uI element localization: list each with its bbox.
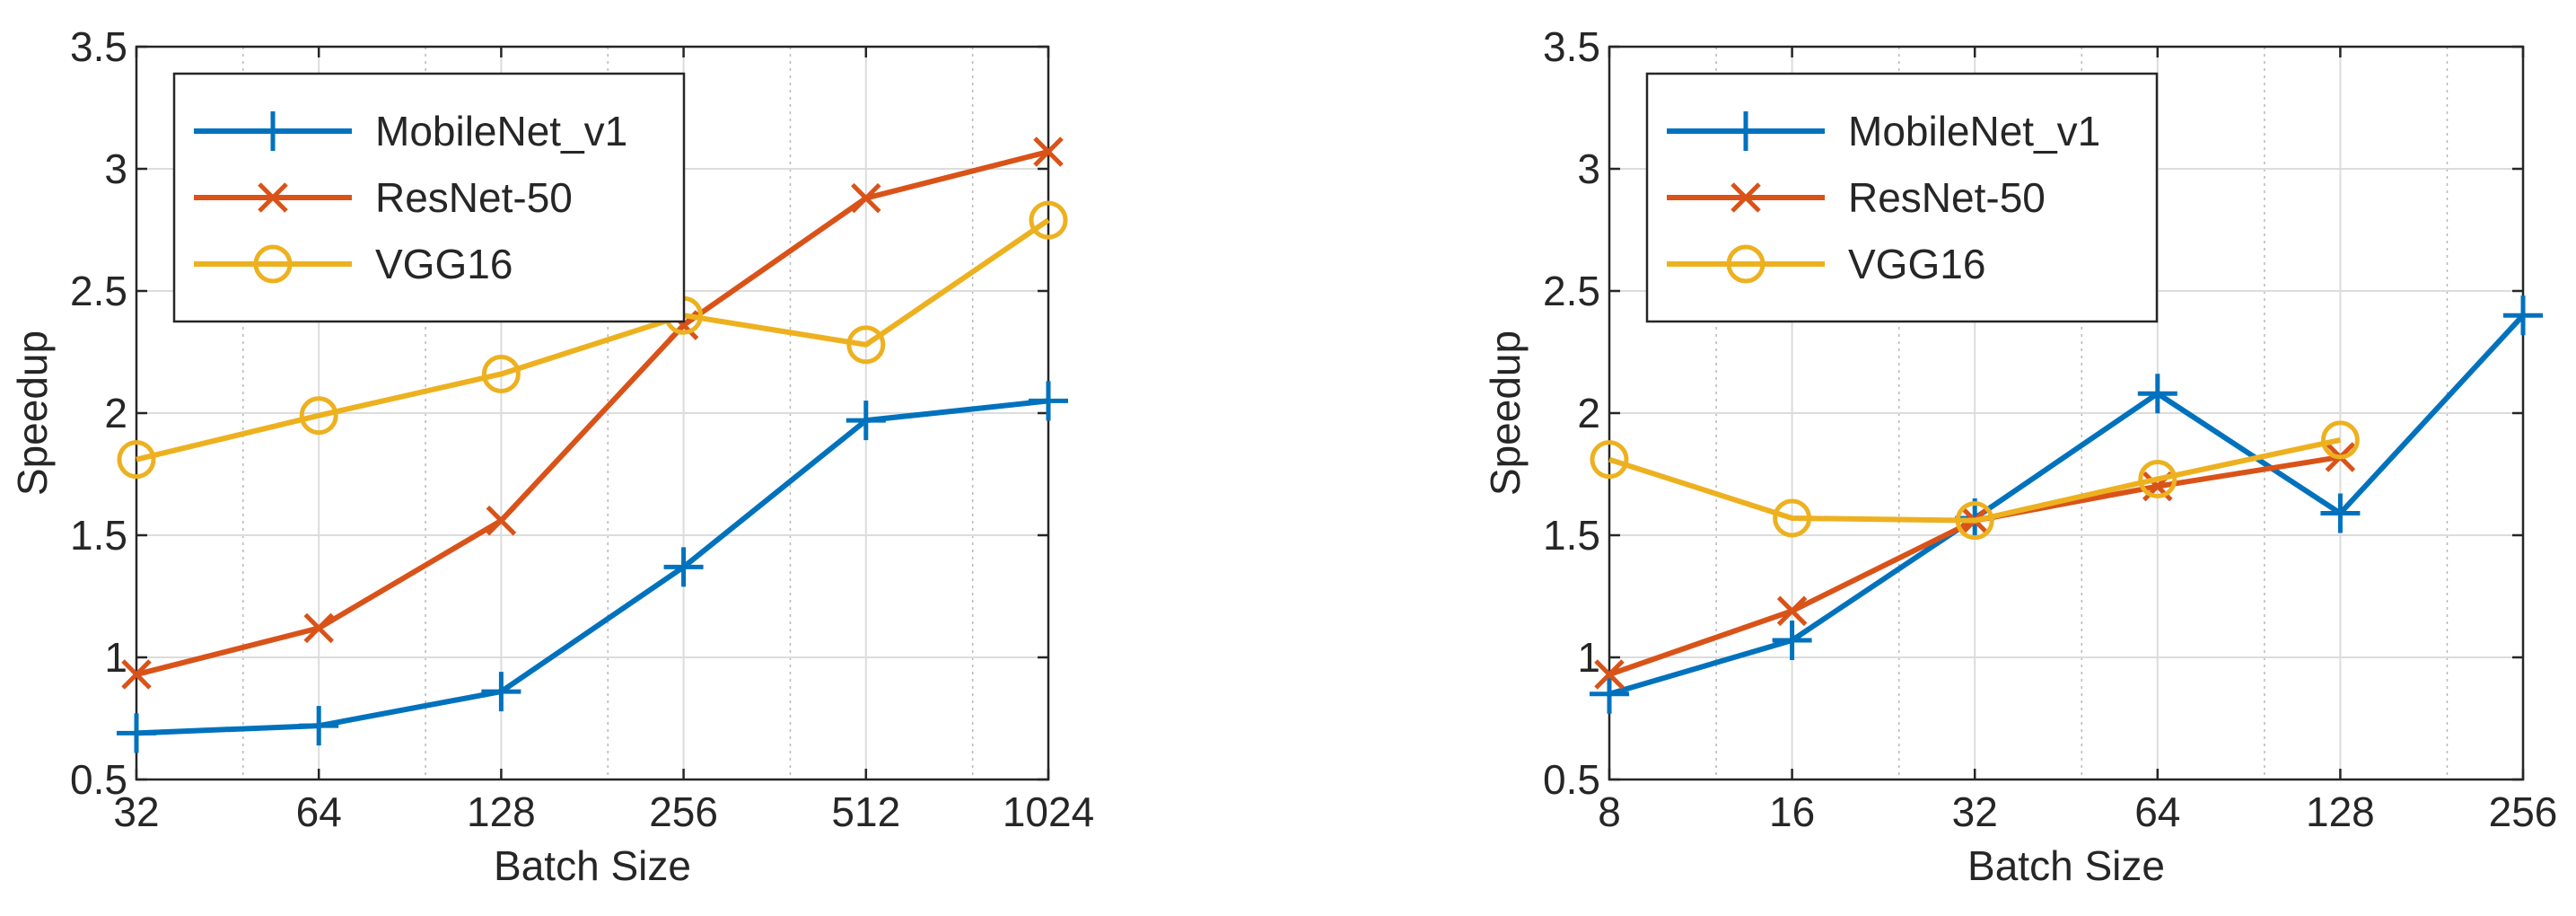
legend: MobileNet_v1 ResNet-50 VGG16 (1645, 72, 2159, 323)
chart-2: 8 16 32 64 128 256 0.5 1 1.5 2 2.5 3 3.5 Batch Size Sp… (1482, 23, 2557, 889)
x-tick-label: 64 (2134, 788, 2180, 835)
series-line (136, 398, 1049, 736)
data-point (1773, 498, 1812, 538)
series-vgg16 (117, 200, 1068, 480)
chart-1: 32 64 128 256 512 1024 0.5 1 1.5 2 2.5 3 3.5 Batch Si… (9, 23, 1094, 889)
x-tick-label: 256 (2489, 788, 2558, 835)
legend-item: VGG16 (1667, 241, 1985, 287)
legend-item: MobileNet_v1 (194, 108, 627, 154)
data-point (2320, 420, 2360, 460)
legend-item: ResNet-50 (194, 174, 573, 221)
data-point (299, 706, 339, 746)
y-tick-label: 2 (104, 390, 127, 436)
legend-marker (1726, 244, 1766, 284)
series-line (136, 217, 1050, 462)
data-point (1772, 620, 1812, 660)
data-point (303, 612, 334, 644)
data-point (121, 659, 152, 690)
y-tick-label: 3.5 (1543, 23, 1600, 70)
data-point (846, 401, 886, 441)
legend-label: MobileNet_v1 (375, 108, 627, 154)
data-point (851, 182, 881, 214)
y-tick-label: 3 (104, 145, 127, 192)
legend-item: MobileNet_v1 (1667, 108, 2100, 154)
y-tick-label: 2 (1577, 390, 1600, 436)
legend-label: MobileNet_v1 (1848, 108, 2100, 154)
data-point (1029, 381, 1068, 421)
x-tick-label: 128 (467, 788, 536, 835)
legend: MobileNet_v1 ResNet-50 VGG16 (172, 72, 686, 323)
y-tick-label: 2.5 (70, 268, 127, 314)
x-axis-label: Batch Size (1967, 842, 2165, 889)
y-tick-label: 0.5 (1543, 756, 1600, 803)
x-tick-label: 512 (831, 788, 900, 835)
data-point (486, 505, 517, 536)
data-point (1029, 200, 1068, 240)
legend-item: VGG16 (194, 241, 513, 287)
data-point (117, 440, 156, 480)
legend-marker (1726, 111, 1766, 151)
x-tick-label: 32 (1952, 788, 1998, 835)
y-tick-label: 1 (104, 634, 127, 681)
x-tick-label: 64 (296, 788, 342, 835)
legend-marker (253, 111, 293, 151)
x-tick-label: 256 (649, 788, 718, 835)
data-point (1776, 595, 1808, 627)
data-point (1590, 674, 1629, 714)
x-tick-label: 1024 (1003, 788, 1094, 835)
data-point (299, 396, 338, 436)
x-axis-label: Batch Size (494, 842, 691, 889)
y-axis-label: Speedup (1482, 330, 1529, 496)
x-tick-label: 16 (1769, 788, 1815, 835)
data-point (846, 325, 886, 365)
y-tick-label: 1.5 (1543, 512, 1600, 559)
y-tick-label: 3 (1577, 145, 1600, 192)
legend-marker (258, 182, 288, 213)
data-point (1594, 659, 1625, 690)
legend-marker (253, 244, 293, 284)
data-point (481, 354, 521, 393)
y-tick-label: 1 (1577, 634, 1600, 681)
legend-label: VGG16 (375, 241, 513, 287)
data-point (663, 547, 704, 587)
legend-marker (1730, 182, 1761, 213)
data-point (117, 713, 156, 753)
series-line (1608, 313, 2526, 697)
y-tick-label: 3.5 (70, 23, 127, 70)
y-tick-label: 0.5 (70, 756, 127, 803)
series-line (136, 149, 1049, 677)
legend-label: VGG16 (1848, 241, 1985, 287)
x-tick-label: 8 (1598, 788, 1621, 835)
legend-label: ResNet-50 (375, 174, 573, 221)
legend-item: ResNet-50 (1667, 174, 2046, 221)
data-point (481, 672, 521, 712)
series-vgg16 (1590, 420, 2360, 541)
data-point (1033, 137, 1064, 167)
data-point (1590, 440, 1629, 480)
y-tick-label: 2.5 (1543, 268, 1600, 314)
x-tick-label: 32 (113, 788, 159, 835)
data-point (2503, 295, 2543, 336)
y-axis-label: Speedup (9, 330, 56, 496)
x-tick-label: 128 (2306, 788, 2375, 835)
series-line (1608, 436, 2342, 524)
data-point (2320, 493, 2361, 533)
data-point (2138, 459, 2177, 498)
data-point (1955, 501, 1994, 541)
legend-label: ResNet-50 (1848, 174, 2046, 221)
y-tick-label: 1.5 (70, 512, 127, 559)
data-point (2137, 374, 2177, 414)
series-mobilenet-v1 (117, 381, 1068, 753)
